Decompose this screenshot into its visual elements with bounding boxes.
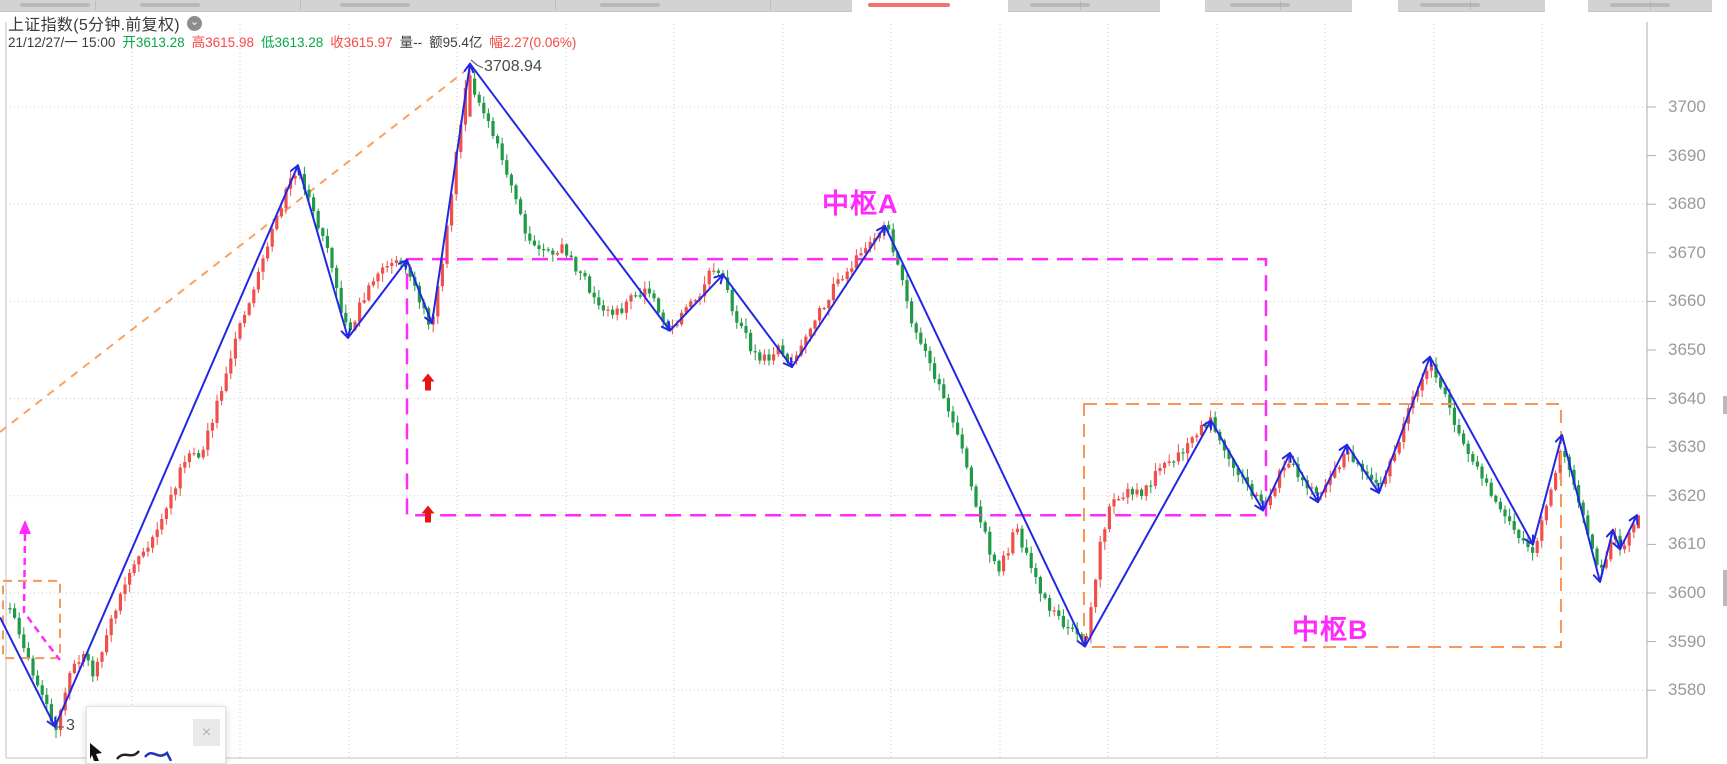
ohlc-info-segment: 额95.4亿 — [429, 35, 482, 50]
low-price-label: 3 — [66, 717, 75, 735]
price-axis-label: 3630 — [1668, 437, 1706, 457]
price-axis-label: 3600 — [1668, 583, 1706, 603]
candles-layer — [8, 64, 1640, 739]
ohlc-info-segment: 量-- — [400, 35, 423, 50]
price-axis-label: 3680 — [1668, 194, 1706, 214]
price-axis-label: 3610 — [1668, 534, 1706, 554]
ohlc-info-segment: 低3613.28 — [261, 35, 323, 50]
peak-price-label: 3708.94 — [484, 58, 542, 76]
price-axis-label: 3640 — [1668, 389, 1706, 409]
buy-signal-arrows — [422, 374, 435, 523]
ohlc-info-segment: 幅2.27(0.06%) — [489, 35, 576, 50]
ohlc-info-segment: 收3615.97 — [330, 35, 392, 50]
price-axis-label: 3700 — [1668, 97, 1706, 117]
price-axis-label: 3620 — [1668, 486, 1706, 506]
pivot-zone-b-label: 中枢B — [1292, 608, 1369, 647]
label-connectors — [56, 60, 483, 727]
pivot-zone-a-label: 中枢A — [822, 182, 899, 221]
scrollbar-mark[interactable] — [1723, 396, 1727, 414]
chan-pen-lines — [0, 64, 1637, 727]
trend-line — [0, 72, 464, 432]
drawing-tool-popup: × — [86, 706, 226, 764]
ohlc-info-segment: 21/12/27/一 15:00 — [8, 35, 115, 50]
ohlc-info-segment: 高3615.98 — [192, 35, 254, 50]
price-axis-label: 3660 — [1668, 291, 1706, 311]
price-axis-label: 3580 — [1668, 680, 1706, 700]
price-axis-label: 3650 — [1668, 340, 1706, 360]
chevron-down-icon[interactable]: ⌄ — [187, 16, 202, 31]
price-axis-label: 3590 — [1668, 632, 1706, 652]
price-axis-label: 3670 — [1668, 243, 1706, 263]
ohlc-info-line: 21/12/27/一 15:00 开3613.28 高3615.98 低3613.28… — [8, 31, 583, 51]
popup-sketch-preview — [87, 707, 223, 761]
price-axis-label: 3690 — [1668, 146, 1706, 166]
pivot-boxes — [3, 259, 1561, 658]
scrollbar-thumb[interactable] — [1723, 570, 1727, 606]
ohlc-info-segment: 开3613.28 — [122, 35, 184, 50]
gridlines — [6, 24, 1647, 758]
